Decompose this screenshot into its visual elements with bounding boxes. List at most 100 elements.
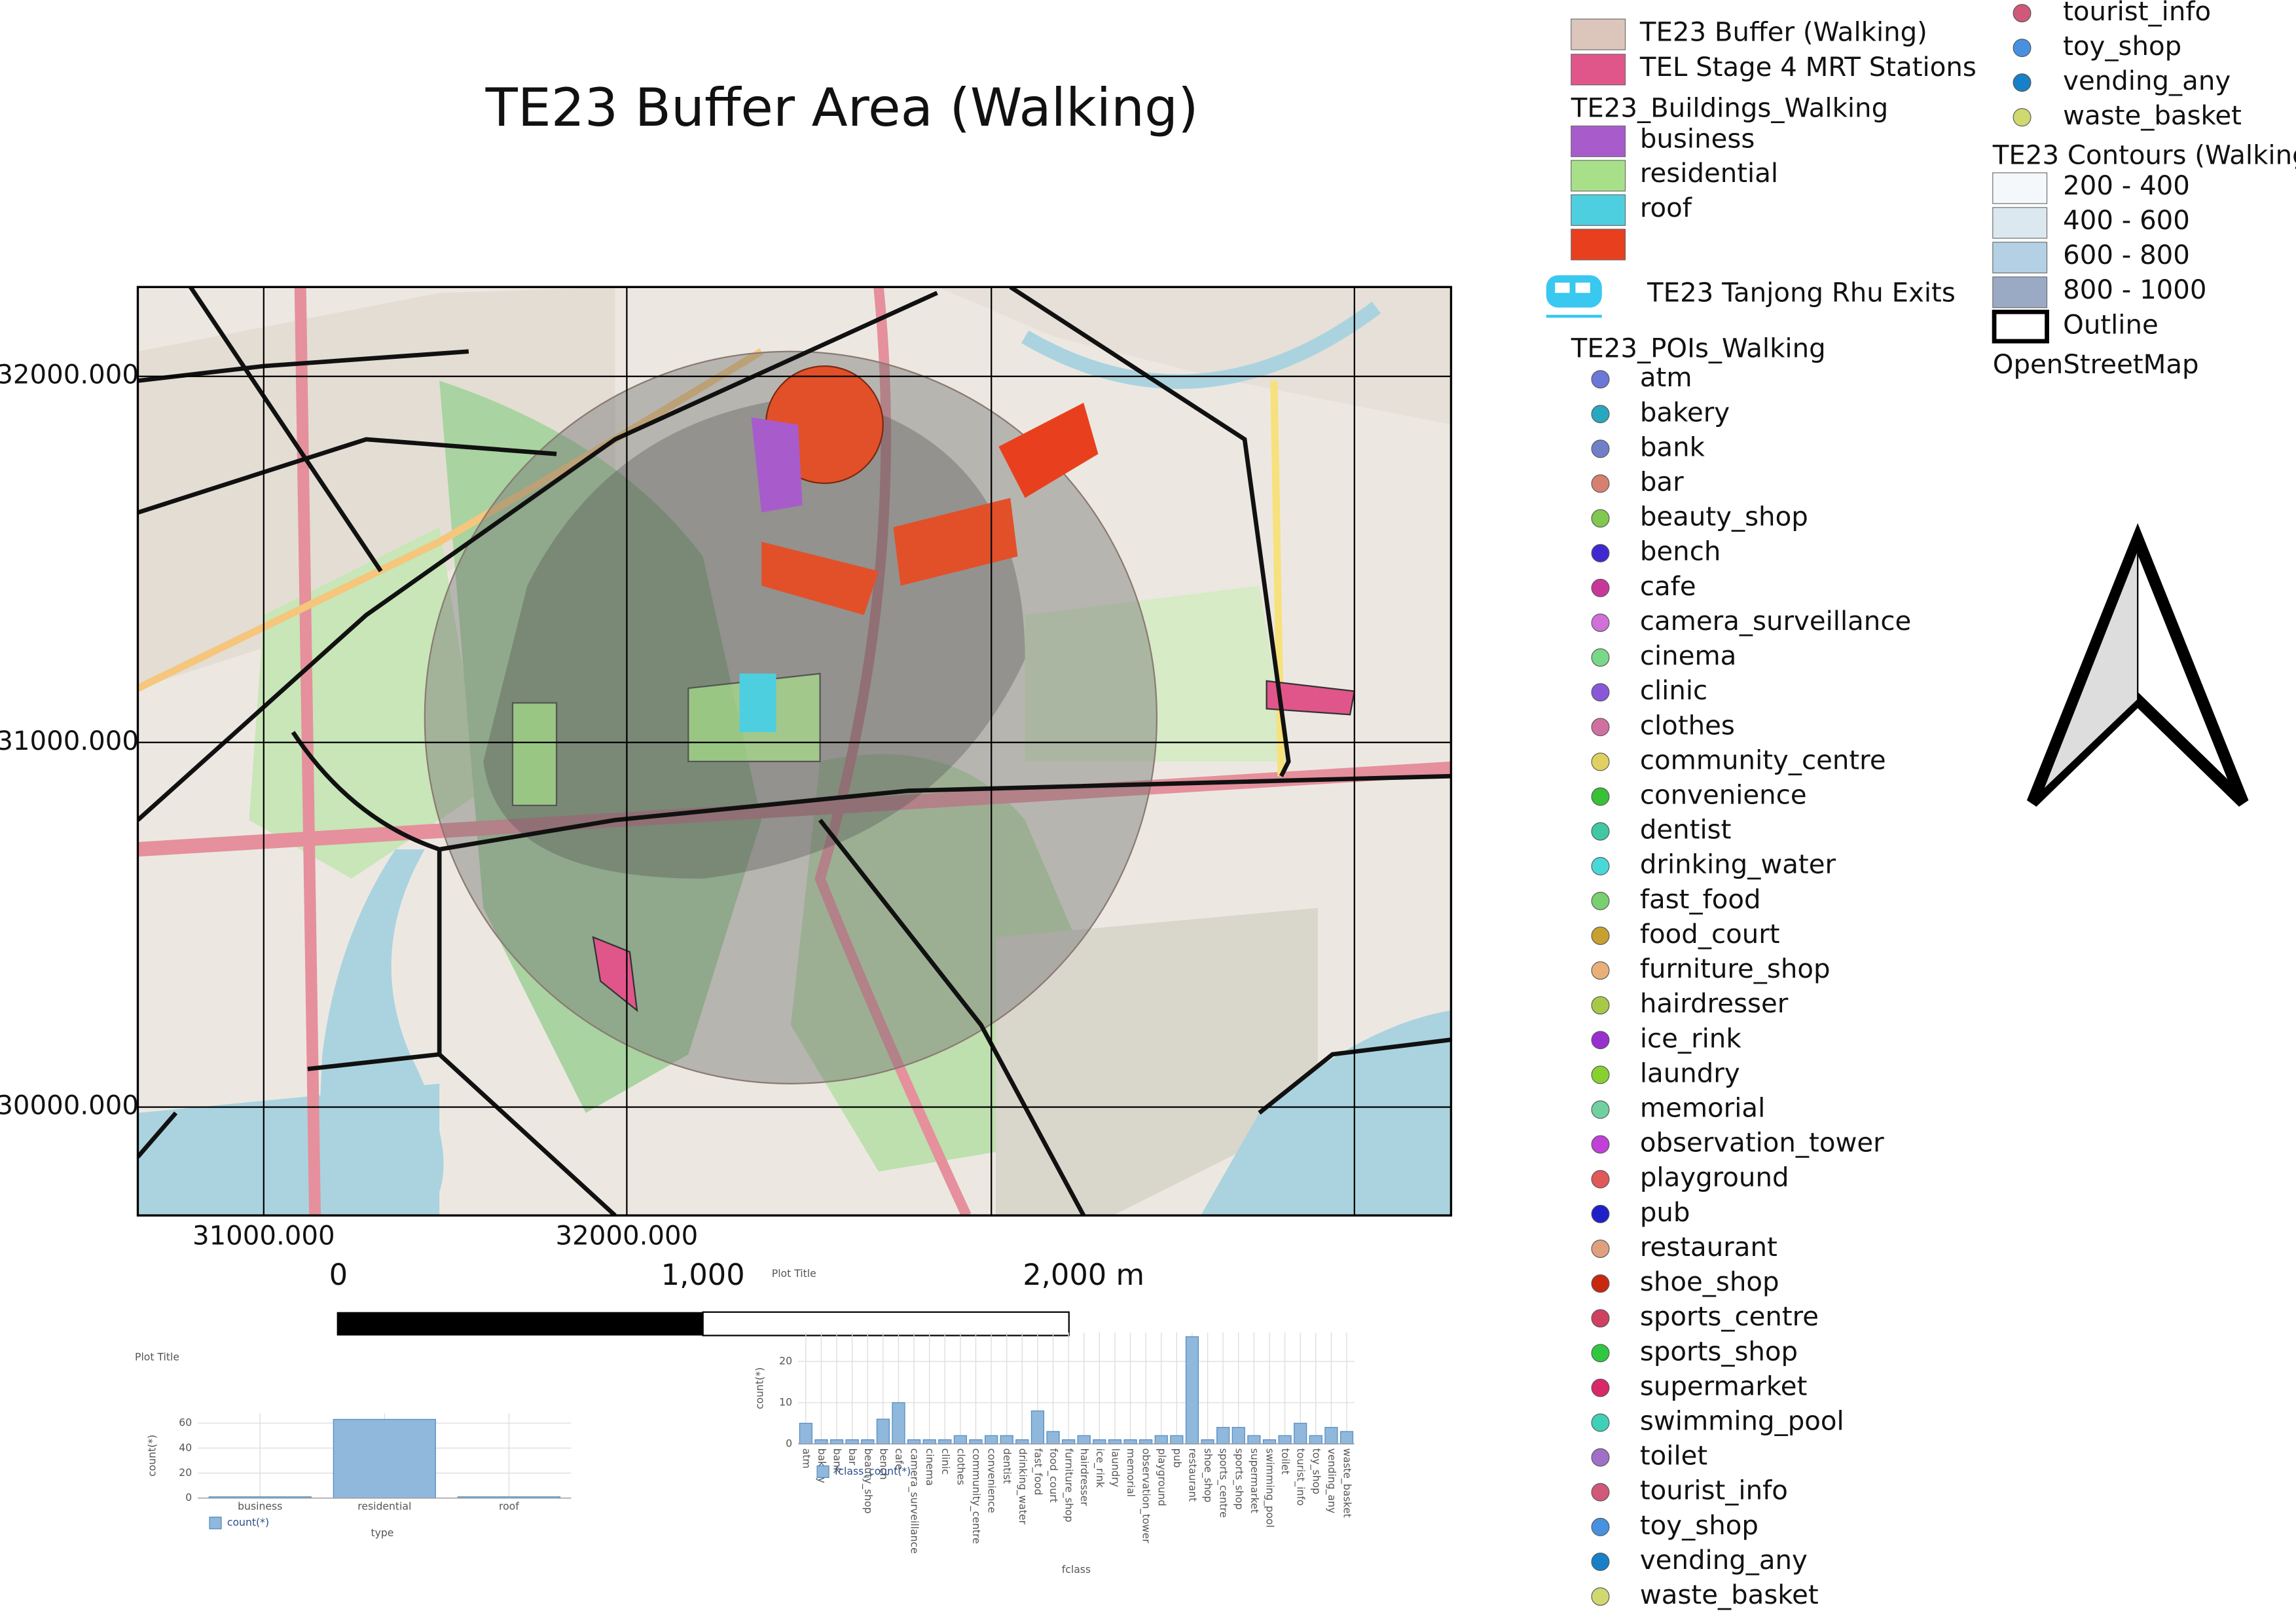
legend-symbol — [1591, 683, 1610, 702]
x-tick-label: cafe — [893, 1449, 905, 1470]
legend-swatch — [209, 1517, 222, 1530]
x-tick-label: supermarket — [1248, 1449, 1261, 1513]
legend-label: furniture_shop — [1640, 954, 1831, 984]
x-tick-label: food_court — [1047, 1449, 1060, 1503]
legend-label: cafe — [1640, 572, 1696, 602]
bar — [1201, 1439, 1214, 1445]
y-tick-label: 60 — [179, 1416, 192, 1429]
x-tick-label: swimming_pool — [1263, 1449, 1276, 1528]
legend-label: community_centre — [1640, 745, 1886, 775]
legend-label: cinema — [1640, 641, 1736, 671]
legend-label: toy_shop — [2063, 31, 2181, 62]
legend-symbol — [1591, 822, 1610, 841]
legend-label: business — [1640, 124, 1755, 155]
legend-symbol — [1591, 1031, 1610, 1050]
legend-symbol — [1591, 405, 1610, 424]
legend-swatch — [1992, 242, 2048, 274]
legend-label: convenience — [1640, 781, 1807, 811]
legend-label: bank — [1640, 432, 1705, 462]
x-tick-label: clinic — [939, 1449, 952, 1475]
legend-swatch — [1571, 125, 1626, 157]
x-axis-label: type — [371, 1526, 393, 1539]
x-tick-label: fast_food — [1031, 1449, 1044, 1496]
legend-symbol — [1591, 1552, 1610, 1571]
chart-title: Plot Title — [772, 1267, 816, 1280]
legend-label: fast_food — [1640, 885, 1761, 915]
x-tick-label: tourist_info — [1294, 1449, 1307, 1506]
chart-title: Plot Title — [135, 1351, 179, 1363]
bar — [953, 1435, 968, 1445]
legend-label: observation_tower — [1640, 1128, 1884, 1158]
legend-label: laundry — [1640, 1058, 1740, 1088]
legend-label: clothes — [1640, 710, 1735, 741]
bar — [876, 1418, 890, 1445]
legend-symbol — [2013, 4, 2032, 23]
legend-symbol — [1591, 891, 1610, 910]
x-tick-label: community_centre — [970, 1449, 983, 1544]
x-tick-label: bench — [877, 1449, 890, 1480]
legend-label: TE23 Buffer (Walking) — [1639, 17, 1927, 47]
legend-label: OpenStreetMap — [1993, 350, 2199, 380]
legend-swatch — [1992, 276, 2048, 308]
outline-swatch — [1992, 309, 2049, 344]
legend-symbol — [1591, 1448, 1610, 1467]
legend-swatch — [1992, 172, 2048, 204]
legend-symbol — [2013, 108, 2032, 127]
x-tick-label: roof — [499, 1500, 519, 1513]
legend-symbol — [2013, 39, 2032, 58]
legend-label: hairdresser — [1640, 989, 1789, 1019]
bar — [333, 1418, 436, 1499]
legend-symbol — [1591, 718, 1610, 737]
north-arrow — [2026, 523, 2249, 807]
legend-symbol — [1591, 1100, 1610, 1119]
legend-label: 600 - 800 — [2063, 240, 2190, 270]
bar — [1278, 1435, 1292, 1445]
bar — [1170, 1435, 1184, 1445]
legend-symbol — [1591, 578, 1610, 597]
legend-label: count(*) — [227, 1516, 269, 1528]
exits-icon — [1546, 275, 1602, 318]
legend-swatch — [1571, 229, 1626, 261]
legend-symbol — [1591, 648, 1610, 667]
bar — [969, 1439, 983, 1445]
x-tick-label: bar — [847, 1449, 859, 1466]
bar — [938, 1439, 952, 1445]
bar — [892, 1402, 905, 1445]
legend-symbol — [2013, 73, 2032, 92]
x-tick-label: ice_rink — [1093, 1449, 1106, 1488]
legend-symbol — [1591, 1135, 1610, 1154]
bar — [1154, 1435, 1168, 1445]
map-frame — [136, 286, 1453, 1217]
y-tick-label: 0 — [185, 1491, 192, 1504]
bar — [1000, 1435, 1013, 1445]
legend-symbol — [1591, 857, 1610, 876]
legend-label: 800 - 1000 — [2063, 275, 2206, 305]
bar — [1247, 1435, 1261, 1445]
legend-swatch — [1571, 194, 1626, 226]
bar — [1139, 1439, 1153, 1445]
x-tick-label: residential — [357, 1500, 411, 1513]
scalebar-label: 2,000 m — [1023, 1257, 1144, 1292]
legend-label: fclass_count(*) — [835, 1465, 911, 1478]
y-tick-label: 10 — [779, 1395, 792, 1408]
bar — [1046, 1431, 1060, 1445]
legend-symbol — [1591, 1344, 1610, 1363]
x-coord-label: 31000.000 — [192, 1221, 335, 1251]
legend-symbol — [1591, 1517, 1610, 1536]
x-tick-label: waste_basket — [1341, 1449, 1354, 1518]
legend-swatch — [1571, 160, 1626, 192]
legend-label: tourist_info — [1640, 1476, 1788, 1506]
bar — [1324, 1427, 1338, 1445]
map-title: TE23 Buffer Area (Walking) — [485, 77, 1199, 138]
legend-symbol — [1591, 1239, 1610, 1258]
legend-label: TE23 Tanjong Rhu Exits — [1647, 278, 1956, 308]
x-tick-label: clothes — [955, 1449, 967, 1485]
bar — [1077, 1435, 1091, 1445]
legend-symbol — [1591, 1065, 1610, 1084]
scalebar-label: 1,000 — [661, 1257, 745, 1292]
legend-symbol — [1591, 926, 1610, 945]
x-axis-label: fclass — [1062, 1563, 1091, 1576]
legend-label: toilet — [1640, 1441, 1707, 1471]
legend-symbol — [1591, 613, 1610, 632]
